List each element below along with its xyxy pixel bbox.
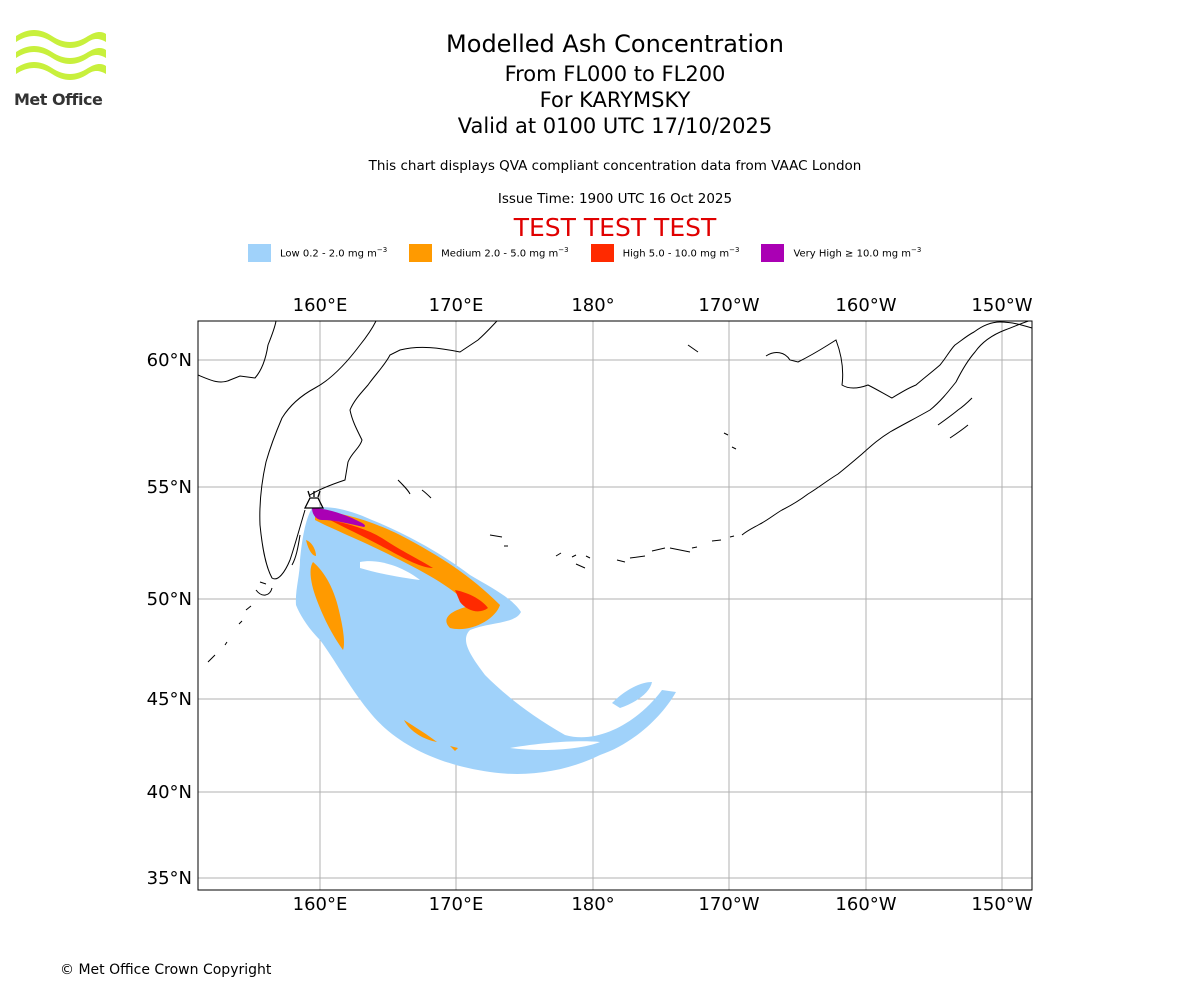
lat-label: 55°N <box>147 477 192 498</box>
legend-label-very-high: Very High ≥ 10.0 mg m−3 <box>793 246 922 260</box>
lon-label-bottom: 170°E <box>429 894 484 915</box>
lat-label: 40°N <box>147 782 192 803</box>
lat-label: 50°N <box>147 589 192 610</box>
legend-label-medium: Medium 2.0 - 5.0 mg m−3 <box>441 246 569 260</box>
volcano-icon <box>303 497 325 509</box>
legend-item-high: High 5.0 - 10.0 mg m−3 <box>590 244 740 262</box>
ash-very-high-concentration <box>312 508 366 527</box>
coastline-aleutians <box>489 321 1031 569</box>
test-banner: TEST TEST TEST <box>513 213 717 242</box>
legend-label-high: High 5.0 - 10.0 mg m−3 <box>622 246 740 260</box>
legend-item-very-high: Very High ≥ 10.0 mg m−3 <box>761 244 921 262</box>
lat-label: 45°N <box>147 689 192 710</box>
ash-gap-south <box>510 741 600 750</box>
lat-label: 35°N <box>147 868 192 889</box>
lon-label-top: 170°W <box>698 295 759 316</box>
coastline-kurils <box>207 581 273 663</box>
coastline-kamchatka <box>309 321 498 496</box>
legend-swatch-high <box>590 244 614 262</box>
ash-high-main-band <box>330 520 433 568</box>
karymsky-volcano-marker <box>303 490 325 509</box>
met-office-logo: Met Office <box>14 30 108 112</box>
ash-low-concentration <box>295 507 676 775</box>
title-line-3: For KARYMSKY <box>539 88 691 112</box>
subtitle: This chart displays QVA compliant concen… <box>368 158 862 174</box>
coastline-kamchatka-west <box>259 321 377 580</box>
chart-title: Modelled Ash Concentration From FL000 to… <box>0 28 1200 139</box>
logo-text: Met Office <box>14 90 103 109</box>
longitude-labels-bottom: 160°E 170°E 180° 170°W 160°W 150°W <box>293 894 1033 915</box>
lon-label-top: 150°W <box>971 295 1032 316</box>
lon-label-bottom: 170°W <box>698 894 759 915</box>
coastline-kamchatka-south <box>291 534 301 566</box>
legend-swatch-medium <box>409 244 433 262</box>
legend: Low 0.2 - 2.0 mg m−3 Medium 2.0 - 5.0 mg… <box>248 244 943 262</box>
ash-medium-west-column <box>310 562 344 650</box>
issue-time: Issue Time: 1900 UTC 16 Oct 2025 <box>497 191 733 207</box>
coastline-commander-islands <box>397 479 432 499</box>
coastline-siberia <box>198 321 277 383</box>
ash-very-high-source <box>312 508 366 527</box>
lon-label-top: 180° <box>571 295 614 316</box>
ash-medium-tiny-south <box>450 746 458 751</box>
coastlines <box>198 321 1032 663</box>
longitude-labels-top: 160°E 170°E 180° 170°W 160°W 150°W <box>293 295 1033 316</box>
copyright: © Met Office Crown Copyright <box>60 962 272 978</box>
lon-label-bottom: 160°E <box>293 894 348 915</box>
title-line-1: Modelled Ash Concentration <box>446 30 784 58</box>
legend-item-low: Low 0.2 - 2.0 mg m−3 <box>248 244 387 262</box>
legend-label-low: Low 0.2 - 2.0 mg m−3 <box>280 246 388 260</box>
legend-item-medium: Medium 2.0 - 5.0 mg m−3 <box>409 244 569 262</box>
legend-swatch-very-high <box>761 244 785 262</box>
ash-high-east-blob <box>455 590 488 612</box>
lon-label-top: 170°E <box>429 295 484 316</box>
lon-label-bottom: 150°W <box>971 894 1032 915</box>
met-office-wave-logo-icon <box>16 30 106 80</box>
title-line-4: Valid at 0100 UTC 17/10/2025 <box>457 114 773 138</box>
ash-low-main-plume <box>295 507 676 775</box>
map-frame <box>197 320 1033 891</box>
coastline-alaska-west <box>765 321 1032 399</box>
ash-medium-south-streak <box>404 720 437 742</box>
ash-medium-west-stub <box>306 540 316 556</box>
ash-medium-main-band <box>315 510 500 630</box>
ash-gap-north <box>360 561 420 580</box>
lon-label-top: 160°E <box>293 295 348 316</box>
ash-medium-concentration <box>306 510 500 751</box>
coastline-alaska-islands <box>937 397 973 439</box>
title-line-2: From FL000 to FL200 <box>504 62 726 86</box>
volcano-plume-icon <box>307 490 321 498</box>
legend-swatch-low <box>248 244 271 262</box>
lon-label-top: 160°W <box>835 295 896 316</box>
lat-label: 60°N <box>147 350 192 371</box>
latitude-labels: 60°N 55°N 50°N 45°N 40°N 35°N <box>147 350 192 889</box>
ash-high-concentration <box>330 520 488 612</box>
lon-label-bottom: 160°W <box>835 894 896 915</box>
ash-low-isolated-patch <box>612 682 652 708</box>
ash-low-gaps <box>360 561 600 750</box>
coastline-pribilof-and-st-matthew <box>687 344 737 450</box>
lon-label-bottom: 180° <box>571 894 614 915</box>
